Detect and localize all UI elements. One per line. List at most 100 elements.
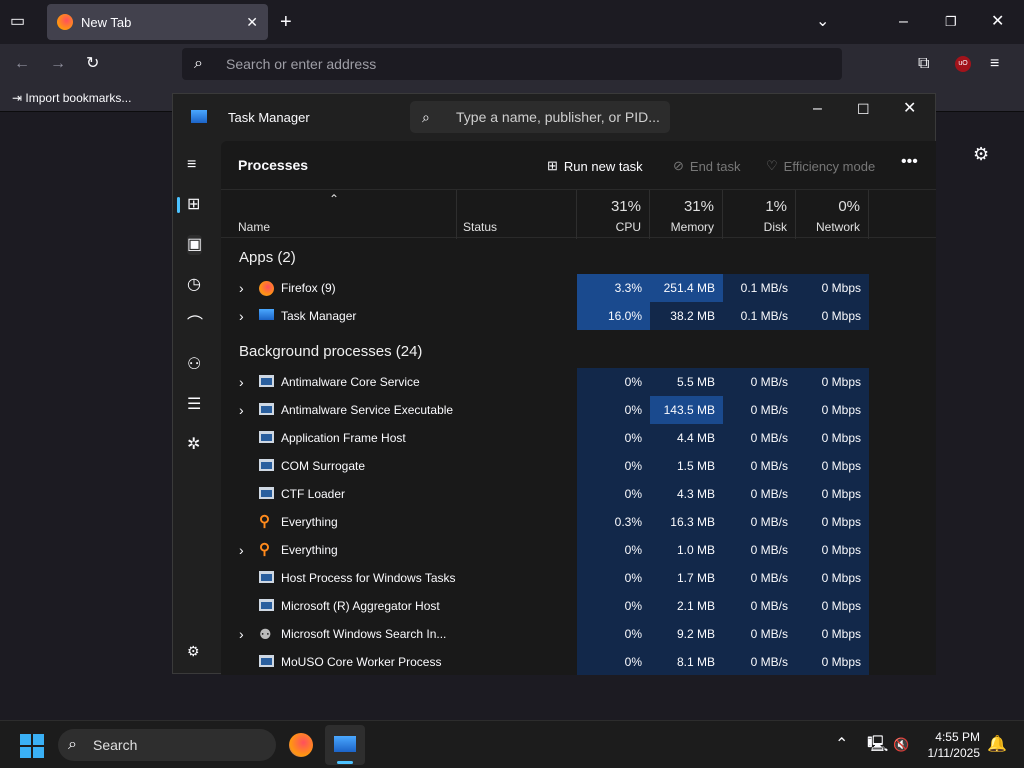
table-row[interactable]: › Task Manager 16.0% 38.2 MB 0.1 MB/s 0 Mbps xyxy=(221,302,936,330)
users-icon[interactable]: ⚇ xyxy=(187,356,202,373)
task-manager-taskbar-button[interactable] xyxy=(325,725,365,765)
volume-muted-icon[interactable]: 🔇 xyxy=(893,737,910,752)
column-label: Disk xyxy=(763,220,787,234)
close-tab-icon[interactable]: ✕ xyxy=(246,13,258,30)
table-row[interactable]: Microsoft (R) Aggregator Host 0% 2.1 MB 0 M… xyxy=(221,592,936,620)
restore-icon[interactable]: ❐ xyxy=(945,14,957,29)
import-bookmarks[interactable]: ⇥ Import bookmarks... xyxy=(12,90,132,105)
process-name: COM Surrogate xyxy=(281,459,366,473)
forward-icon[interactable]: → xyxy=(50,55,66,72)
processes-icon[interactable]: ⊞ xyxy=(187,196,201,213)
menu-icon[interactable]: ≡ xyxy=(990,55,1000,72)
more-options-icon[interactable]: ••• xyxy=(901,153,918,170)
group-label: Apps (2) xyxy=(239,249,296,266)
window-icon xyxy=(259,599,274,614)
close-icon[interactable]: ✕ xyxy=(903,100,917,117)
group-label: Background processes (24) xyxy=(239,343,423,360)
column-memory[interactable]: 31% Memory xyxy=(650,190,723,239)
table-row[interactable]: › ⚲ Everything 0% 1.0 MB 0 MB/s 0 Mbps xyxy=(221,536,936,564)
reload-icon[interactable]: ↻ xyxy=(86,55,100,72)
table-row[interactable]: › Antimalware Core Service 0% 5.5 MB 0 MB/s 0… xyxy=(221,368,936,396)
table-row[interactable]: › Antimalware Service Executable 0% 143.5 M… xyxy=(221,396,936,424)
end-task-button[interactable]: ⊘ End task xyxy=(673,158,741,174)
back-icon[interactable]: ← xyxy=(14,55,30,72)
column-status[interactable]: Status xyxy=(457,190,577,239)
person-icon: ⚉ xyxy=(259,626,272,642)
settings-icon[interactable]: ⚙ xyxy=(187,643,200,659)
startup-apps-icon[interactable]: ⌒ xyxy=(187,316,204,333)
process-name: Everything xyxy=(281,543,338,557)
tab-new-tab[interactable]: New Tab ✕ xyxy=(47,4,268,40)
minimize-icon[interactable]: – xyxy=(813,100,822,117)
table-row[interactable]: Application Frame Host 0% 4.4 MB 0 MB/s 0 Mb… xyxy=(221,424,936,452)
net-value: 0 Mbps xyxy=(796,536,869,564)
window-icon xyxy=(259,459,274,474)
tab-list-icon[interactable]: ▭ xyxy=(10,13,26,30)
cpu-value: 0% xyxy=(577,592,650,620)
process-name: Task Manager xyxy=(281,309,357,323)
column-disk[interactable]: 1% Disk xyxy=(723,190,796,239)
extensions-icon[interactable]: ⧉ xyxy=(918,55,930,72)
run-new-task-button[interactable]: ⊞ Run new task xyxy=(547,158,643,174)
search-input[interactable]: ⌕ Type a name, publisher, or PID... xyxy=(410,101,670,133)
notification-bell-icon[interactable]: 🔔 xyxy=(987,736,1007,753)
maximize-icon[interactable]: ☐ xyxy=(857,101,870,117)
expand-chevron-icon[interactable]: › xyxy=(239,374,244,390)
table-row[interactable]: ⚲ Everything 0.3% 16.3 MB 0 MB/s 0 Mbps xyxy=(221,508,936,536)
efficiency-mode-button[interactable]: ♡ Efficiency mode xyxy=(766,158,876,174)
disk-value: 0.1 MB/s xyxy=(723,274,796,302)
ublock-icon[interactable]: uO xyxy=(955,56,971,72)
expand-chevron-icon[interactable]: › xyxy=(239,542,244,558)
taskmgr-icon xyxy=(259,309,274,323)
window-icon xyxy=(259,375,274,390)
cpu-value: 0% xyxy=(577,424,650,452)
chevron-down-icon[interactable]: ⌄ xyxy=(816,13,830,30)
column-network[interactable]: 0% Network xyxy=(796,190,869,239)
expand-chevron-icon[interactable]: › xyxy=(239,308,244,324)
table-row[interactable]: MoUSO Core Worker Process 0% 8.1 MB 0 MB/s 0… xyxy=(221,648,936,675)
net-value: 0 Mbps xyxy=(796,648,869,675)
start-icon[interactable] xyxy=(20,734,44,758)
address-bar[interactable]: ⌕ Search or enter address xyxy=(182,48,842,80)
column-name[interactable]: Name ⌃ xyxy=(221,190,457,239)
group-header: Apps (2) xyxy=(221,244,936,272)
disk-value: 0 MB/s xyxy=(723,508,796,536)
net-value: 0 Mbps xyxy=(796,424,869,452)
sort-arrow-icon[interactable]: ⌃ xyxy=(329,192,340,206)
new-tab-icon[interactable]: + xyxy=(280,11,292,33)
cpu-value: 0% xyxy=(577,564,650,592)
column-usage: 1% xyxy=(765,198,787,215)
minimize-icon[interactable]: – xyxy=(899,13,908,30)
app-history-icon[interactable]: ◷ xyxy=(187,276,201,293)
mem-value: 2.1 MB xyxy=(650,592,723,620)
firefox-icon xyxy=(57,14,73,30)
table-row[interactable]: Host Process for Windows Tasks 0% 1.7 MB 0 … xyxy=(221,564,936,592)
taskbar-search[interactable]: ⌕ Search xyxy=(58,729,276,761)
mem-value: 9.2 MB xyxy=(650,620,723,648)
table-row[interactable]: CTF Loader 0% 4.3 MB 0 MB/s 0 Mbps xyxy=(221,480,936,508)
cpu-value: 16.0% xyxy=(577,302,650,330)
window-icon xyxy=(259,571,274,586)
expand-chevron-icon[interactable]: › xyxy=(239,626,244,642)
details-icon[interactable]: ☰ xyxy=(187,396,202,413)
network-icon[interactable]: 🖳 xyxy=(867,736,889,753)
disk-value: 0 MB/s xyxy=(723,396,796,424)
table-row[interactable]: › ⚉ Microsoft Windows Search In... 0% 9.2 MB… xyxy=(221,620,936,648)
expand-chevron-icon[interactable]: › xyxy=(239,402,244,418)
clock[interactable]: 4:55 PM 1/11/2025 xyxy=(927,730,981,760)
gear-icon[interactable]: ⚙ xyxy=(973,144,990,164)
services-icon[interactable]: ✲ xyxy=(187,436,201,453)
close-icon[interactable]: ✕ xyxy=(991,13,1005,30)
window-icon xyxy=(259,403,274,418)
firefox-taskbar-icon[interactable] xyxy=(289,733,313,757)
chevron-up-icon[interactable]: ⌃ xyxy=(835,736,849,753)
column-cpu[interactable]: 31% CPU xyxy=(577,190,650,239)
performance-icon[interactable]: ▣ xyxy=(187,235,203,255)
hamburger-icon[interactable]: ≡ xyxy=(187,156,197,173)
disk-value: 0 MB/s xyxy=(723,648,796,675)
cpu-value: 0% xyxy=(577,452,650,480)
table-row[interactable]: › Firefox (9) 3.3% 251.4 MB 0.1 MB/s 0 Mbps xyxy=(221,274,936,302)
expand-chevron-icon[interactable]: › xyxy=(239,280,244,296)
table-row[interactable]: COM Surrogate 0% 1.5 MB 0 MB/s 0 Mbps xyxy=(221,452,936,480)
net-value: 0 Mbps xyxy=(796,592,869,620)
